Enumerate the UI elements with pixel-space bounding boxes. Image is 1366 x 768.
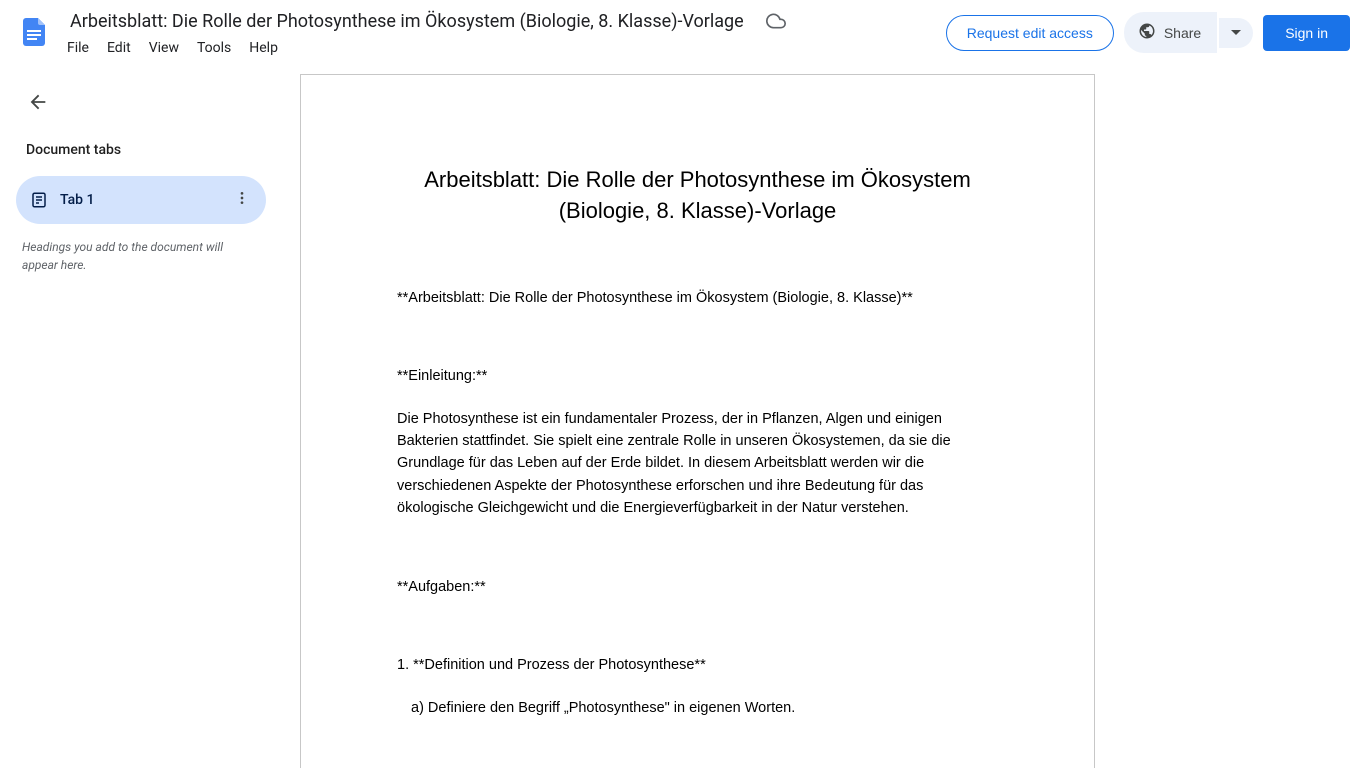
menu-edit[interactable]: Edit <box>100 36 138 60</box>
app-header: Arbeitsblatt: Die Rolle der Photosynthes… <box>0 0 1366 64</box>
sign-in-button[interactable]: Sign in <box>1263 15 1350 51</box>
doc-intro-label: **Einleitung:** <box>397 365 998 387</box>
main-content: Document tabs Tab 1 Headings you add to … <box>0 64 1366 768</box>
cloud-saved-icon[interactable] <box>762 7 790 35</box>
share-label: Share <box>1164 25 1201 41</box>
globe-icon <box>1138 22 1156 43</box>
sidebar: Document tabs Tab 1 Headings you add to … <box>0 64 282 768</box>
sidebar-hint: Headings you add to the document will ap… <box>22 238 256 274</box>
doc-task-1a: a) Definiere den Begriff „Photosynthese"… <box>397 697 998 719</box>
title-area: Arbeitsblatt: Die Rolle der Photosynthes… <box>60 8 946 60</box>
doc-line-header: **Arbeitsblatt: Die Rolle der Photosynth… <box>397 287 998 309</box>
menu-help[interactable]: Help <box>242 36 285 60</box>
docs-logo-icon[interactable] <box>16 14 52 50</box>
back-button[interactable] <box>18 82 58 122</box>
document-canvas[interactable]: Arbeitsblatt: Die Rolle der Photosynthes… <box>282 64 1366 768</box>
share-button-group: Share <box>1124 12 1253 53</box>
menu-view[interactable]: View <box>142 36 186 60</box>
request-edit-access-button[interactable]: Request edit access <box>946 15 1114 51</box>
document-title[interactable]: Arbeitsblatt: Die Rolle der Photosynthes… <box>64 9 750 34</box>
menu-tools[interactable]: Tools <box>190 36 238 60</box>
header-actions: Request edit access Share Sign in <box>946 8 1350 53</box>
share-dropdown-button[interactable] <box>1219 18 1253 48</box>
document-heading: Arbeitsblatt: Die Rolle der Photosynthes… <box>397 165 998 227</box>
title-row: Arbeitsblatt: Die Rolle der Photosynthes… <box>64 8 946 34</box>
share-button[interactable]: Share <box>1124 12 1217 53</box>
tab-label: Tab 1 <box>60 192 220 208</box>
menu-file[interactable]: File <box>60 36 96 60</box>
doc-tasks-label: **Aufgaben:** <box>397 576 998 598</box>
sidebar-heading: Document tabs <box>26 142 266 158</box>
tab-more-icon[interactable] <box>232 188 252 212</box>
document-page[interactable]: Arbeitsblatt: Die Rolle der Photosynthes… <box>300 74 1095 768</box>
logo-area <box>16 8 60 50</box>
doc-task-1: 1. **Definition und Prozess der Photosyn… <box>397 654 998 676</box>
tab-item-1[interactable]: Tab 1 <box>16 176 266 224</box>
doc-intro-text: Die Photosynthese ist ein fundamentaler … <box>397 408 998 520</box>
document-tab-icon <box>30 191 48 209</box>
menu-bar: File Edit View Tools Help <box>60 36 946 60</box>
